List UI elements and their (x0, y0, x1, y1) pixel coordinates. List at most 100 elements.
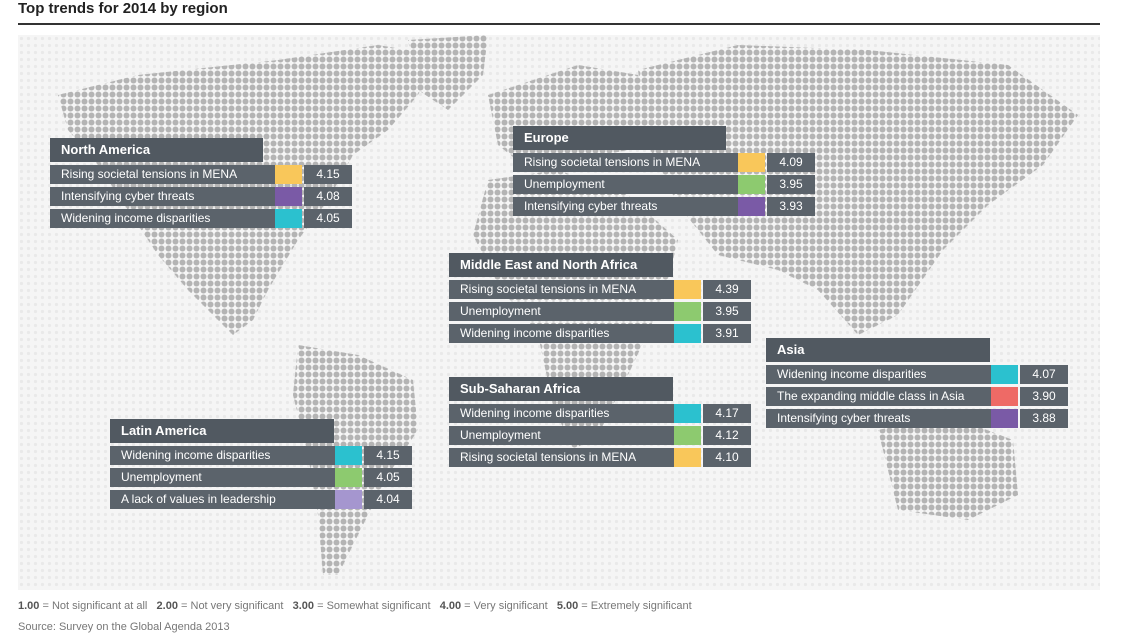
trend-label: Rising societal tensions in MENA (449, 448, 674, 467)
trend-value: 4.15 (304, 165, 352, 184)
greenland-land (408, 35, 488, 110)
trend-value: 3.95 (703, 302, 751, 321)
trend-row: Unemployment 4.05 (110, 468, 412, 487)
legend-value: 2.00 (156, 600, 178, 612)
trend-swatch (275, 165, 302, 184)
region-latin-america: Latin America Widening income disparitie… (110, 419, 412, 512)
trend-value: 4.15 (364, 446, 412, 465)
trend-swatch (335, 490, 362, 509)
trend-row: Unemployment 3.95 (449, 302, 751, 321)
trend-row: Unemployment 3.95 (513, 175, 815, 194)
trend-value: 4.08 (304, 187, 352, 206)
legend-text: Very significant (473, 600, 548, 612)
trend-swatch (674, 280, 701, 299)
region-title: Sub-Saharan Africa (449, 377, 673, 401)
trend-value: 4.05 (364, 468, 412, 487)
trend-label: Widening income disparities (449, 404, 674, 423)
trend-row: Widening income disparities 4.17 (449, 404, 751, 423)
trend-swatch (335, 446, 362, 465)
trend-value: 4.09 (767, 153, 815, 172)
trend-value: 3.93 (767, 197, 815, 216)
legend-text: Somewhat significant (326, 600, 431, 612)
trend-swatch (674, 404, 701, 423)
chart-title: Top trends for 2014 by region (18, 0, 228, 17)
region-sub-saharan-africa: Sub-Saharan Africa Widening income dispa… (449, 377, 751, 470)
trend-label: The expanding middle class in Asia (766, 387, 991, 406)
trend-value: 3.88 (1020, 409, 1068, 428)
region-middle-east-north-africa: Middle East and North Africa Rising soci… (449, 253, 751, 346)
trend-row: The expanding middle class in Asia 3.90 (766, 387, 1068, 406)
trend-swatch (335, 468, 362, 487)
trend-swatch (738, 175, 765, 194)
trend-label: Intensifying cyber threats (766, 409, 991, 428)
legend-value: 1.00 (18, 600, 40, 612)
trend-row: Intensifying cyber threats 4.08 (50, 187, 352, 206)
trend-label: Rising societal tensions in MENA (50, 165, 275, 184)
trend-value: 4.10 (703, 448, 751, 467)
trend-label: Intensifying cyber threats (513, 197, 738, 216)
trend-row: Widening income disparities 3.91 (449, 324, 751, 343)
trend-label: Unemployment (110, 468, 335, 487)
trend-label: Widening income disparities (50, 209, 275, 228)
trend-row: Intensifying cyber threats 3.93 (513, 197, 815, 216)
trend-label: Unemployment (449, 302, 674, 321)
trend-swatch (738, 153, 765, 172)
trend-row: Rising societal tensions in MENA 4.09 (513, 153, 815, 172)
trend-swatch (991, 409, 1018, 428)
region-title: Latin America (110, 419, 334, 443)
trend-value: 3.91 (703, 324, 751, 343)
trend-swatch (674, 448, 701, 467)
trend-value: 3.90 (1020, 387, 1068, 406)
trend-label: Intensifying cyber threats (50, 187, 275, 206)
region-europe: Europe Rising societal tensions in MENA … (513, 126, 815, 219)
scale-legend: 1.00 = Not significant at all 2.00 = Not… (18, 600, 692, 612)
trend-row: Unemployment 4.12 (449, 426, 751, 445)
trend-swatch (991, 365, 1018, 384)
trend-row: Rising societal tensions in MENA 4.39 (449, 280, 751, 299)
trend-value: 4.07 (1020, 365, 1068, 384)
trend-swatch (674, 302, 701, 321)
trend-swatch (991, 387, 1018, 406)
trend-value: 4.05 (304, 209, 352, 228)
legend-value: 3.00 (292, 600, 315, 612)
title-rule (18, 23, 1100, 25)
legend-value: 5.00 (556, 600, 579, 612)
trend-value: 3.95 (767, 175, 815, 194)
legend-text: Not significant at all (51, 600, 148, 612)
legend-text: Not very significant (190, 600, 284, 612)
australia-land (878, 415, 1018, 520)
trend-label: Rising societal tensions in MENA (513, 153, 738, 172)
trend-value: 4.39 (703, 280, 751, 299)
trend-swatch (275, 187, 302, 206)
region-title: North America (50, 138, 263, 162)
trend-label: Widening income disparities (766, 365, 991, 384)
legend-text: Extremely significant (590, 600, 692, 612)
trend-swatch (738, 197, 765, 216)
trend-value: 4.12 (703, 426, 751, 445)
region-north-america: North America Rising societal tensions i… (50, 138, 352, 231)
legend-value: 4.00 (439, 600, 462, 612)
trend-row: A lack of values in leadership 4.04 (110, 490, 412, 509)
region-title: Europe (513, 126, 726, 150)
trend-row: Rising societal tensions in MENA 4.15 (50, 165, 352, 184)
source-note: Source: Survey on the Global Agenda 2013 (18, 621, 230, 633)
trend-label: Unemployment (513, 175, 738, 194)
trend-value: 4.17 (703, 404, 751, 423)
trend-label: Rising societal tensions in MENA (449, 280, 674, 299)
trend-swatch (674, 324, 701, 343)
trend-value: 4.04 (364, 490, 412, 509)
trend-row: Widening income disparities 4.15 (110, 446, 412, 465)
trend-swatch (674, 426, 701, 445)
trend-row: Widening income disparities 4.05 (50, 209, 352, 228)
trend-row: Rising societal tensions in MENA 4.10 (449, 448, 751, 467)
trend-row: Intensifying cyber threats 3.88 (766, 409, 1068, 428)
trend-label: Unemployment (449, 426, 674, 445)
trend-row: Widening income disparities 4.07 (766, 365, 1068, 384)
region-title: Middle East and North Africa (449, 253, 673, 277)
region-asia: Asia Widening income disparities 4.07 Th… (766, 338, 1068, 431)
asia-land (638, 45, 1078, 335)
trend-label: Widening income disparities (110, 446, 335, 465)
trend-swatch (275, 209, 302, 228)
trend-label: Widening income disparities (449, 324, 674, 343)
trend-label: A lack of values in leadership (110, 490, 335, 509)
